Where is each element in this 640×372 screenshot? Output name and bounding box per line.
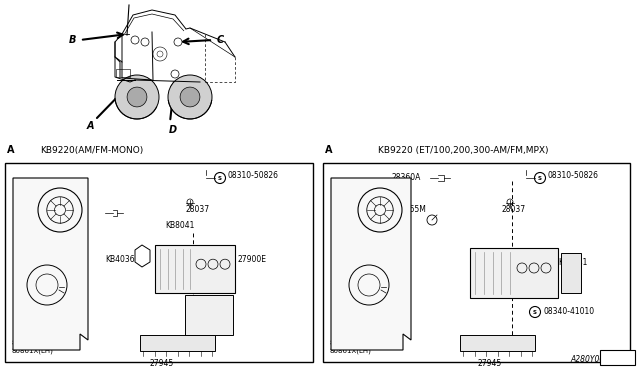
FancyBboxPatch shape [155, 245, 235, 293]
Text: 80861X(LH): 80861X(LH) [11, 348, 53, 355]
Text: 27945: 27945 [150, 359, 174, 368]
Text: 28037: 28037 [501, 205, 525, 214]
Text: KB4036: KB4036 [105, 255, 134, 264]
Bar [185, 295, 233, 335]
Text: S: S [533, 310, 537, 314]
Polygon shape [331, 178, 411, 350]
Text: A280Y00 5: A280Y00 5 [570, 356, 611, 365]
Bar [323, 163, 630, 362]
Polygon shape [13, 178, 88, 350]
Circle shape [168, 75, 212, 119]
Bar [561, 253, 581, 293]
Text: KB8041: KB8041 [165, 221, 195, 230]
Text: 27965M: 27965M [395, 205, 426, 214]
Text: 28360A: 28360A [47, 205, 76, 214]
Text: 80860X(RH): 80860X(RH) [11, 340, 54, 346]
Text: A: A [7, 145, 15, 155]
Circle shape [115, 75, 159, 119]
Circle shape [127, 87, 147, 107]
Text: 80860X(RH): 80860X(RH) [329, 340, 372, 346]
Text: KB8041: KB8041 [558, 258, 588, 267]
FancyBboxPatch shape [470, 248, 558, 298]
Text: A: A [325, 145, 333, 155]
Bar [460, 335, 535, 351]
Text: 28037: 28037 [185, 205, 209, 214]
Text: D: D [169, 125, 177, 135]
Text: A: A [86, 121, 93, 131]
Text: S: S [218, 176, 222, 180]
Text: KB9220(AM/FM-MONO): KB9220(AM/FM-MONO) [40, 146, 143, 155]
Text: 27933: 27933 [13, 178, 37, 187]
Bar [5, 163, 313, 362]
FancyBboxPatch shape [600, 350, 635, 365]
Text: B: B [68, 35, 76, 45]
Text: 08340-41010: 08340-41010 [543, 308, 594, 317]
Circle shape [180, 87, 200, 107]
Text: 80861X(LH): 80861X(LH) [329, 348, 371, 355]
Text: 27945: 27945 [478, 359, 502, 368]
Text: KB8128: KB8128 [187, 338, 216, 347]
Text: S: S [538, 176, 542, 180]
Bar [116, 69, 130, 77]
Text: 08310-50826: 08310-50826 [227, 170, 278, 180]
Text: C: C [216, 35, 223, 45]
Text: 08310-50826: 08310-50826 [547, 170, 598, 180]
Bar [140, 335, 215, 351]
Text: KB9220 (ET/100,200,300-AM/FM,MPX): KB9220 (ET/100,200,300-AM/FM,MPX) [378, 146, 548, 155]
Text: 28360A: 28360A [391, 173, 420, 182]
Text: 27933: 27933 [331, 178, 355, 187]
Text: 27900E: 27900E [238, 255, 267, 264]
